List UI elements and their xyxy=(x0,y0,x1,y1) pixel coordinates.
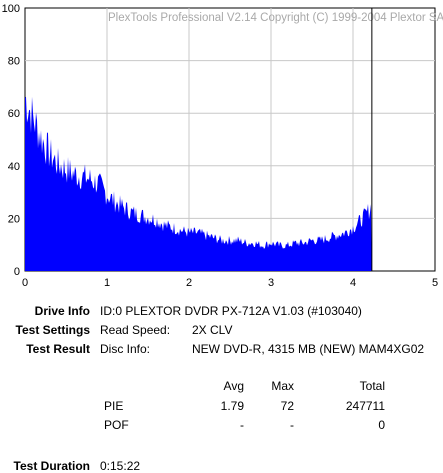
stats-header-max: Max xyxy=(271,379,294,393)
y-axis-ticks: 100 80 60 40 20 0 xyxy=(2,3,20,278)
stats-header-total: Total xyxy=(359,379,385,393)
y-tick-label: 0 xyxy=(14,266,20,278)
x-tick-label: 5 xyxy=(432,277,438,289)
x-tick-label: 3 xyxy=(268,277,274,289)
disc-info-key: Disc Info: xyxy=(100,342,151,356)
pie-chart: PlexTools Professional V2.14 Copyright (… xyxy=(2,3,443,289)
stats-row-total: 247711 xyxy=(345,399,385,413)
drive-info-label: Drive Info xyxy=(34,304,90,318)
y-tick-label: 60 xyxy=(8,108,20,120)
test-duration-value: 0:15:22 xyxy=(100,459,141,473)
stats-header-avg: Avg xyxy=(223,379,244,393)
y-tick-label: 40 xyxy=(8,161,20,173)
stats-row-max: 72 xyxy=(280,399,294,413)
x-tick-label: 0 xyxy=(22,277,28,289)
drive-info-value: ID:0 PLEXTOR DVDR PX-712A V1.03 (#103040… xyxy=(100,304,362,318)
stats-row-avg: - xyxy=(240,418,244,432)
disc-info-value: NEW DVD-R, 4315 MB (NEW) MAM4XG02 xyxy=(192,342,425,356)
stats-row-name: PIE xyxy=(104,399,124,413)
x-tick-label: 2 xyxy=(186,277,192,289)
y-tick-label: 80 xyxy=(8,56,20,68)
x-axis-ticks: 0 1 2 3 4 5 xyxy=(22,277,438,289)
stats-row-avg: 1.79 xyxy=(220,399,244,413)
stats-row-max: - xyxy=(290,418,294,432)
stats-row-total: 0 xyxy=(378,418,385,432)
test-duration-label: Test Duration xyxy=(13,459,90,473)
stats-row-name: POF xyxy=(104,418,129,432)
x-tick-label: 4 xyxy=(350,277,356,289)
read-speed-key: Read Speed: xyxy=(100,323,171,337)
test-settings-label: Test Settings xyxy=(15,323,90,337)
pie-area-series xyxy=(25,96,372,271)
test-result-label: Test Result xyxy=(26,342,90,356)
read-speed-value: 2X CLV xyxy=(192,323,233,337)
y-tick-label: 20 xyxy=(8,213,20,225)
x-tick-label: 1 xyxy=(104,277,110,289)
y-tick-label: 100 xyxy=(2,3,20,15)
chart-watermark: PlexTools Professional V2.14 Copyright (… xyxy=(108,12,443,24)
